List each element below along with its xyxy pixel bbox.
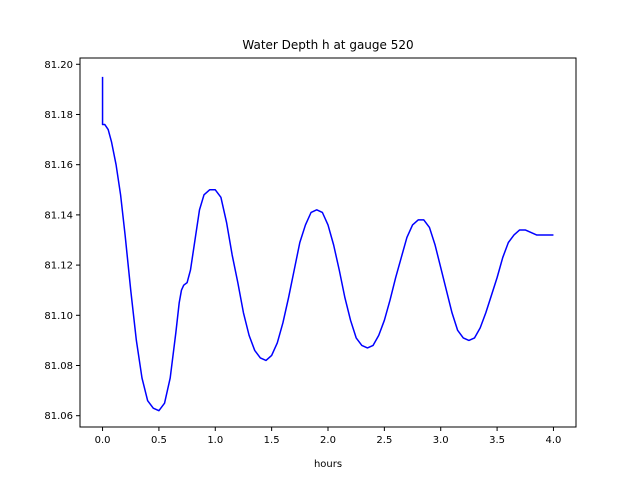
- series-line-0: [101, 76, 554, 412]
- x-tick-label: 2.0: [320, 435, 336, 446]
- y-tick-label: 81.12: [44, 261, 73, 272]
- y-tick-label: 81.14: [44, 210, 73, 221]
- y-tick-label: 81.16: [44, 160, 73, 171]
- y-tick-label: 81.18: [44, 110, 73, 121]
- x-tick-label: 0.5: [151, 435, 167, 446]
- y-tick-label: 81.06: [44, 411, 73, 422]
- x-tick-label: 0.0: [95, 435, 111, 446]
- x-tick-label: 1.5: [264, 435, 280, 446]
- x-tick-label: 2.5: [376, 435, 392, 446]
- y-tick-label: 81.20: [44, 60, 73, 71]
- x-tick-label: 1.0: [207, 435, 223, 446]
- y-axis-ticks: 81.06 81.08 81.10 81.12 81.14 81.16 81.18 81.20: [44, 60, 80, 422]
- x-axis-ticks: 0.0 0.5 1.0 1.5 2.0 2.5 3.0 3.5 4.0: [95, 427, 562, 446]
- x-tick-label: 3.5: [489, 435, 505, 446]
- x-axis-label: hours: [314, 459, 342, 470]
- chart-title: Water Depth h at gauge 520: [242, 38, 413, 52]
- series-layer: [101, 76, 554, 412]
- x-tick-label: 4.0: [546, 435, 562, 446]
- y-tick-label: 81.08: [44, 361, 73, 372]
- plot-frame: [79, 57, 577, 428]
- y-tick-label: 81.10: [44, 311, 73, 322]
- x-tick-label: 3.0: [433, 435, 449, 446]
